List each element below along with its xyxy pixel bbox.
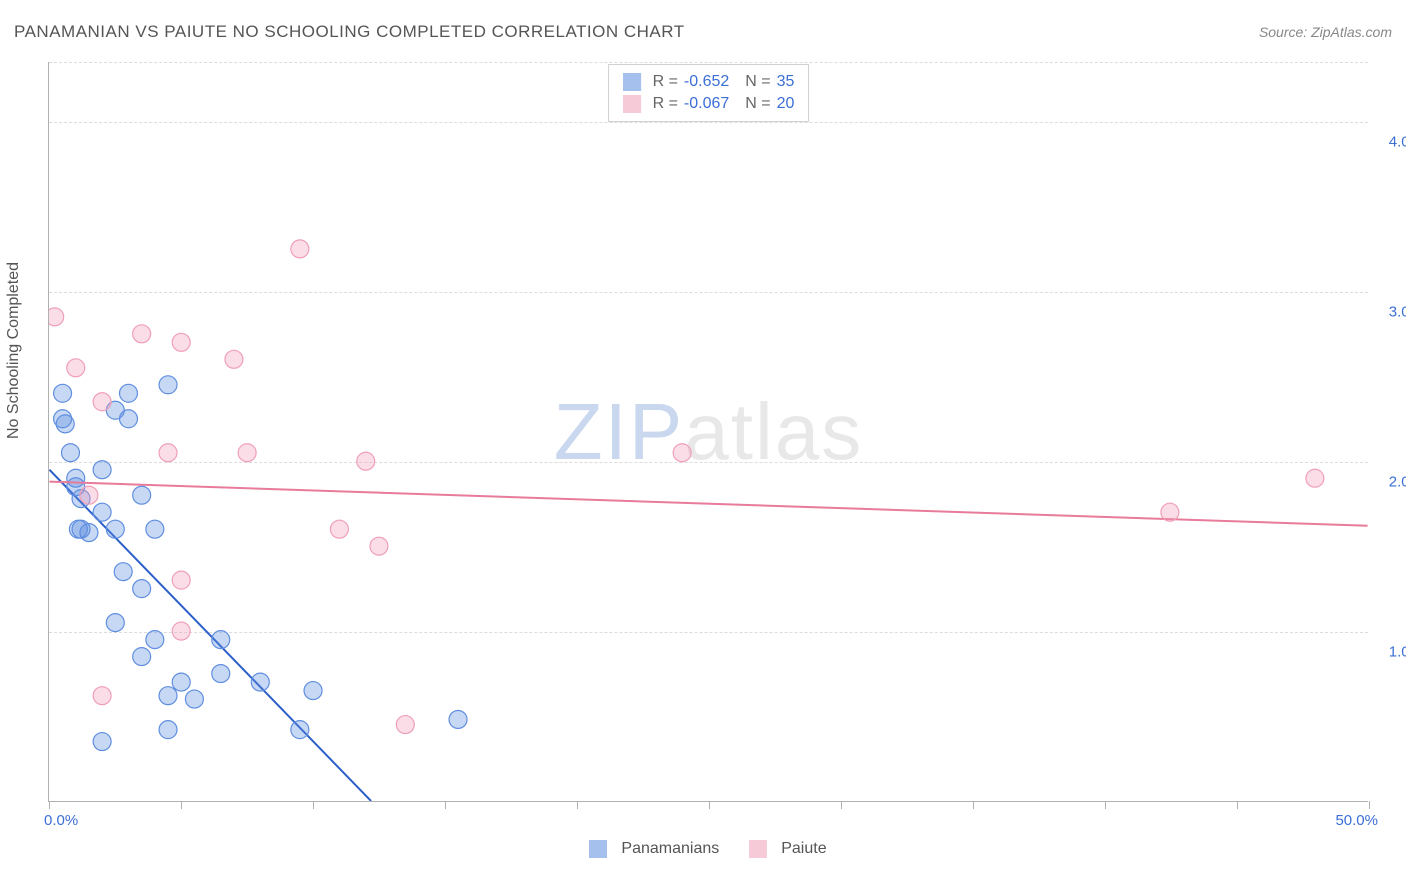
x-tick bbox=[1105, 801, 1106, 809]
legend-r-value-1: -0.652 bbox=[684, 73, 729, 91]
x-tick bbox=[445, 801, 446, 809]
legend-item-panamanians: Panamanians bbox=[589, 840, 719, 858]
data-point bbox=[133, 580, 151, 598]
data-point bbox=[159, 687, 177, 705]
legend-n-label: N = bbox=[745, 95, 770, 113]
data-point bbox=[119, 384, 137, 402]
data-point bbox=[49, 308, 64, 326]
x-tick bbox=[313, 801, 314, 809]
legend-r-value-2: -0.067 bbox=[684, 95, 729, 113]
data-point bbox=[159, 444, 177, 462]
swatch-panamanians bbox=[623, 73, 641, 91]
y-axis-title: No Schooling Completed bbox=[5, 262, 23, 439]
data-point bbox=[146, 520, 164, 538]
data-point bbox=[159, 376, 177, 394]
swatch-panamanians-bottom bbox=[589, 840, 607, 858]
x-tick bbox=[1369, 801, 1370, 809]
data-point bbox=[357, 452, 375, 470]
data-point bbox=[172, 622, 190, 640]
x-tick bbox=[49, 801, 50, 809]
x-tick bbox=[709, 801, 710, 809]
legend-n-value-1: 35 bbox=[777, 73, 795, 91]
header-bar: PANAMANIAN VS PAIUTE NO SCHOOLING COMPLE… bbox=[14, 18, 1392, 46]
y-tick-label: 3.0% bbox=[1373, 303, 1406, 320]
data-point bbox=[172, 571, 190, 589]
data-point bbox=[93, 503, 111, 521]
chart-title: PANAMANIAN VS PAIUTE NO SCHOOLING COMPLE… bbox=[14, 22, 685, 42]
data-point bbox=[251, 673, 269, 691]
data-point bbox=[67, 359, 85, 377]
data-point bbox=[212, 665, 230, 683]
y-tick-label: 2.0% bbox=[1373, 473, 1406, 490]
swatch-paiute bbox=[623, 95, 641, 113]
data-point bbox=[673, 444, 691, 462]
x-label-right: 50.0% bbox=[1335, 812, 1378, 829]
data-point bbox=[54, 384, 72, 402]
chart-svg bbox=[49, 62, 1368, 801]
data-point bbox=[93, 393, 111, 411]
legend-item-paiute: Paiute bbox=[749, 840, 826, 858]
data-point bbox=[1306, 469, 1324, 487]
data-point bbox=[172, 673, 190, 691]
data-point bbox=[133, 648, 151, 666]
data-point bbox=[80, 486, 98, 504]
data-point bbox=[330, 520, 348, 538]
legend-r-label: R = bbox=[653, 95, 678, 113]
plot-area: ZIPatlas R = -0.652 N = 35 R = -0.067 N … bbox=[48, 62, 1368, 802]
y-tick-label: 4.0% bbox=[1373, 133, 1406, 150]
data-point bbox=[106, 520, 124, 538]
data-point bbox=[133, 325, 151, 343]
x-axis-labels: 0.0% 50.0% bbox=[48, 812, 1368, 842]
legend-row-paiute: R = -0.067 N = 20 bbox=[623, 93, 795, 115]
legend-n-label: N = bbox=[745, 73, 770, 91]
x-tick bbox=[181, 801, 182, 809]
data-point bbox=[396, 716, 414, 734]
x-tick bbox=[841, 801, 842, 809]
data-point bbox=[291, 240, 309, 258]
legend-bottom: Panamanians Paiute bbox=[48, 840, 1368, 858]
data-point bbox=[172, 333, 190, 351]
x-tick bbox=[1237, 801, 1238, 809]
data-point bbox=[80, 524, 98, 542]
data-point bbox=[159, 721, 177, 739]
data-point bbox=[146, 631, 164, 649]
data-point bbox=[61, 444, 79, 462]
data-point bbox=[106, 614, 124, 632]
data-point bbox=[449, 710, 467, 728]
legend-n-value-2: 20 bbox=[777, 95, 795, 113]
legend-correlation: R = -0.652 N = 35 R = -0.067 N = 20 bbox=[608, 64, 810, 122]
data-point bbox=[1161, 503, 1179, 521]
x-label-left: 0.0% bbox=[44, 812, 78, 829]
data-point bbox=[93, 461, 111, 479]
data-point bbox=[304, 682, 322, 700]
data-point bbox=[133, 486, 151, 504]
data-point bbox=[93, 733, 111, 751]
data-point bbox=[93, 687, 111, 705]
data-point bbox=[114, 563, 132, 581]
swatch-paiute-bottom bbox=[749, 840, 767, 858]
source-attribution: Source: ZipAtlas.com bbox=[1259, 24, 1392, 40]
data-point bbox=[238, 444, 256, 462]
data-point bbox=[225, 350, 243, 368]
data-point bbox=[370, 537, 388, 555]
x-tick bbox=[973, 801, 974, 809]
legend-label-panamanians: Panamanians bbox=[621, 840, 719, 858]
legend-row-panamanians: R = -0.652 N = 35 bbox=[623, 71, 795, 93]
data-point bbox=[291, 721, 309, 739]
data-point bbox=[212, 631, 230, 649]
legend-label-paiute: Paiute bbox=[781, 840, 826, 858]
legend-r-label: R = bbox=[653, 73, 678, 91]
y-tick-label: 1.0% bbox=[1373, 643, 1406, 660]
data-point bbox=[119, 410, 137, 428]
data-point bbox=[56, 415, 74, 433]
x-tick bbox=[577, 801, 578, 809]
data-point bbox=[185, 690, 203, 708]
